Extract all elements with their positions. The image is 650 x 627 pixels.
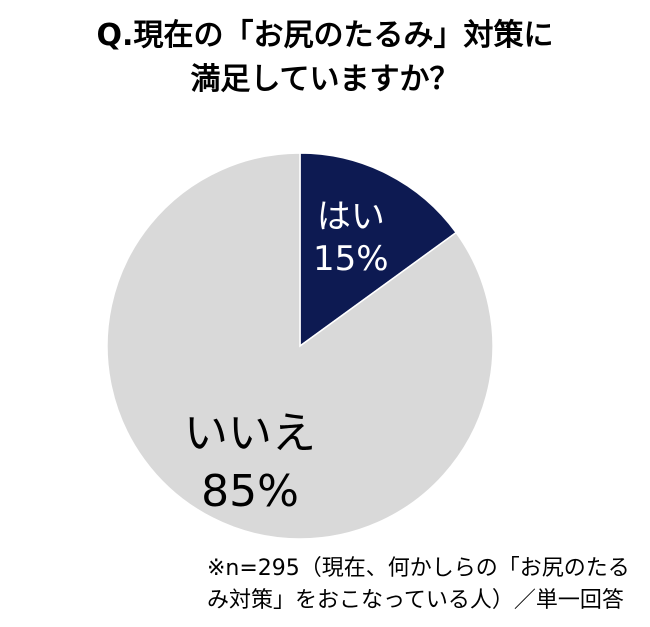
footnote: ※n=295（現在、何かしらの「お尻のたる み対策」をおこなっている人）／単一回… <box>207 553 647 617</box>
footnote-line-1: ※n=295（現在、何かしらの「お尻のたる <box>207 556 630 581</box>
pie-slice-no <box>106 152 494 540</box>
slice-label-no: いいえ <box>184 408 316 459</box>
title-line-2: 満足していますか？ <box>190 62 460 97</box>
footnote-line-2: み対策」をおこなっている人）／単一回答 <box>207 588 624 613</box>
pie-slice-yes <box>299 152 458 348</box>
title-line-1: Q.現在の「お尻のたるみ」対策に <box>96 18 554 53</box>
slice-label-yes: はい <box>317 197 385 237</box>
chart-title: Q.現在の「お尻のたるみ」対策に 満足していますか？ <box>0 14 650 102</box>
slice-value-no: 85% <box>201 466 299 517</box>
slice-value-yes: 15% <box>313 239 389 279</box>
pie-slices <box>106 152 494 540</box>
